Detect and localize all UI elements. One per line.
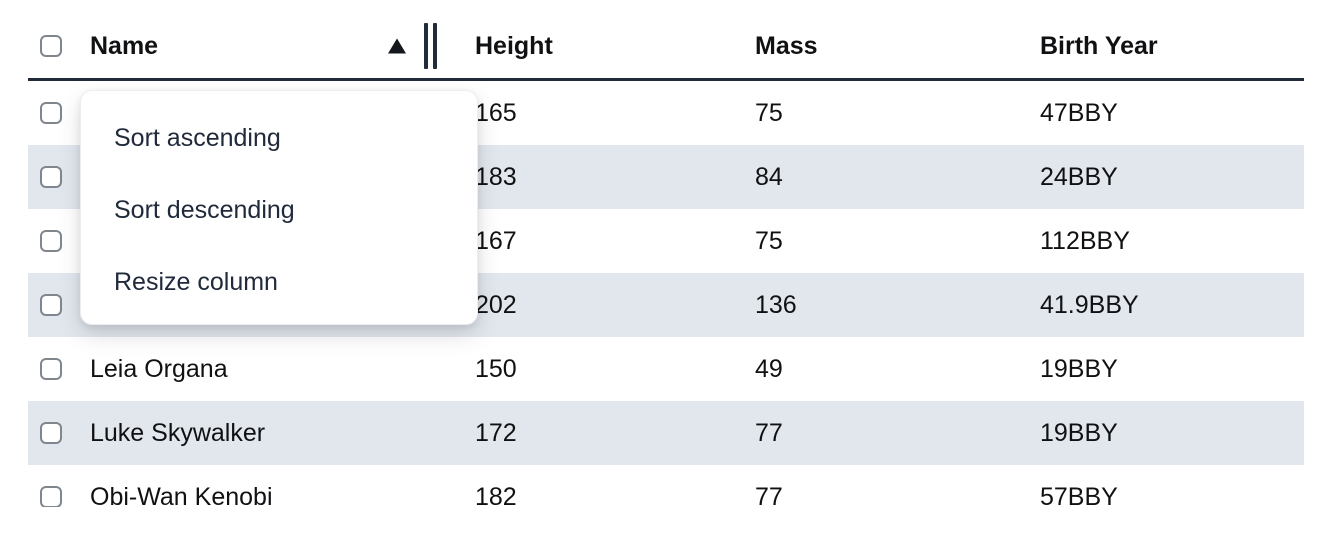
row-checkbox[interactable]	[40, 486, 62, 507]
mass-cell: 84	[755, 162, 783, 191]
column-menu: Sort ascending Sort descending Resize co…	[80, 90, 478, 325]
row-checkbox[interactable]	[40, 166, 62, 188]
birth-year-cell: 19BBY	[1040, 418, 1118, 447]
height-cell: 167	[475, 226, 517, 255]
table-row[interactable]: Luke Skywalker 172 77 19BBY	[28, 401, 1304, 465]
height-cell: 150	[475, 354, 517, 383]
table-row[interactable]: 165 75 47BBY	[28, 81, 1304, 145]
birth-year-cell: 112BBY	[1040, 226, 1130, 255]
height-cell: 182	[475, 482, 517, 508]
column-resize-handle[interactable]	[424, 23, 437, 69]
mass-cell: 77	[755, 482, 783, 508]
name-cell: Luke Skywalker	[90, 418, 266, 447]
row-checkbox[interactable]	[40, 102, 62, 124]
mass-cell: 136	[755, 290, 797, 319]
column-header-name[interactable]: Name	[28, 14, 445, 78]
mass-cell: 49	[755, 354, 783, 383]
birth-year-cell: 47BBY	[1040, 98, 1118, 127]
row-checkbox[interactable]	[40, 230, 62, 252]
table-row[interactable]: Leia Organa 150 49 19BBY	[28, 337, 1304, 401]
name-cell: Leia Organa	[90, 354, 228, 383]
column-header-birth-year[interactable]: Birth Year	[1040, 31, 1158, 60]
row-checkbox[interactable]	[40, 358, 62, 380]
mass-cell: 75	[755, 226, 783, 255]
sort-ascending-icon	[388, 38, 406, 54]
column-header-name-label: Name	[90, 31, 159, 60]
row-checkbox[interactable]	[40, 422, 62, 444]
menu-item-resize-column[interactable]: Resize column	[114, 267, 278, 296]
select-all-checkbox[interactable]	[40, 35, 62, 57]
mass-cell: 77	[755, 418, 783, 447]
table-row[interactable]: Obi-Wan Kenobi 182 77 57BBY	[28, 465, 1304, 507]
table-row[interactable]: 167 75 112BBY	[28, 209, 1304, 273]
menu-item-sort-descending[interactable]: Sort descending	[114, 195, 295, 224]
height-cell: 165	[475, 98, 517, 127]
height-cell: 183	[475, 162, 517, 191]
mass-cell: 75	[755, 98, 783, 127]
birth-year-cell: 24BBY	[1040, 162, 1118, 191]
column-header-mass[interactable]: Mass	[755, 31, 818, 60]
column-header-row: Name Height Mass Birth Year	[28, 0, 1304, 81]
name-cell: Obi-Wan Kenobi	[90, 482, 273, 508]
birth-year-cell: 41.9BBY	[1040, 290, 1139, 319]
birth-year-cell: 57BBY	[1040, 482, 1118, 508]
row-checkbox[interactable]	[40, 294, 62, 316]
column-header-height[interactable]: Height	[475, 31, 553, 60]
height-cell: 202	[475, 290, 517, 319]
menu-item-sort-ascending[interactable]: Sort ascending	[114, 123, 281, 152]
height-cell: 172	[475, 418, 517, 447]
birth-year-cell: 19BBY	[1040, 354, 1118, 383]
